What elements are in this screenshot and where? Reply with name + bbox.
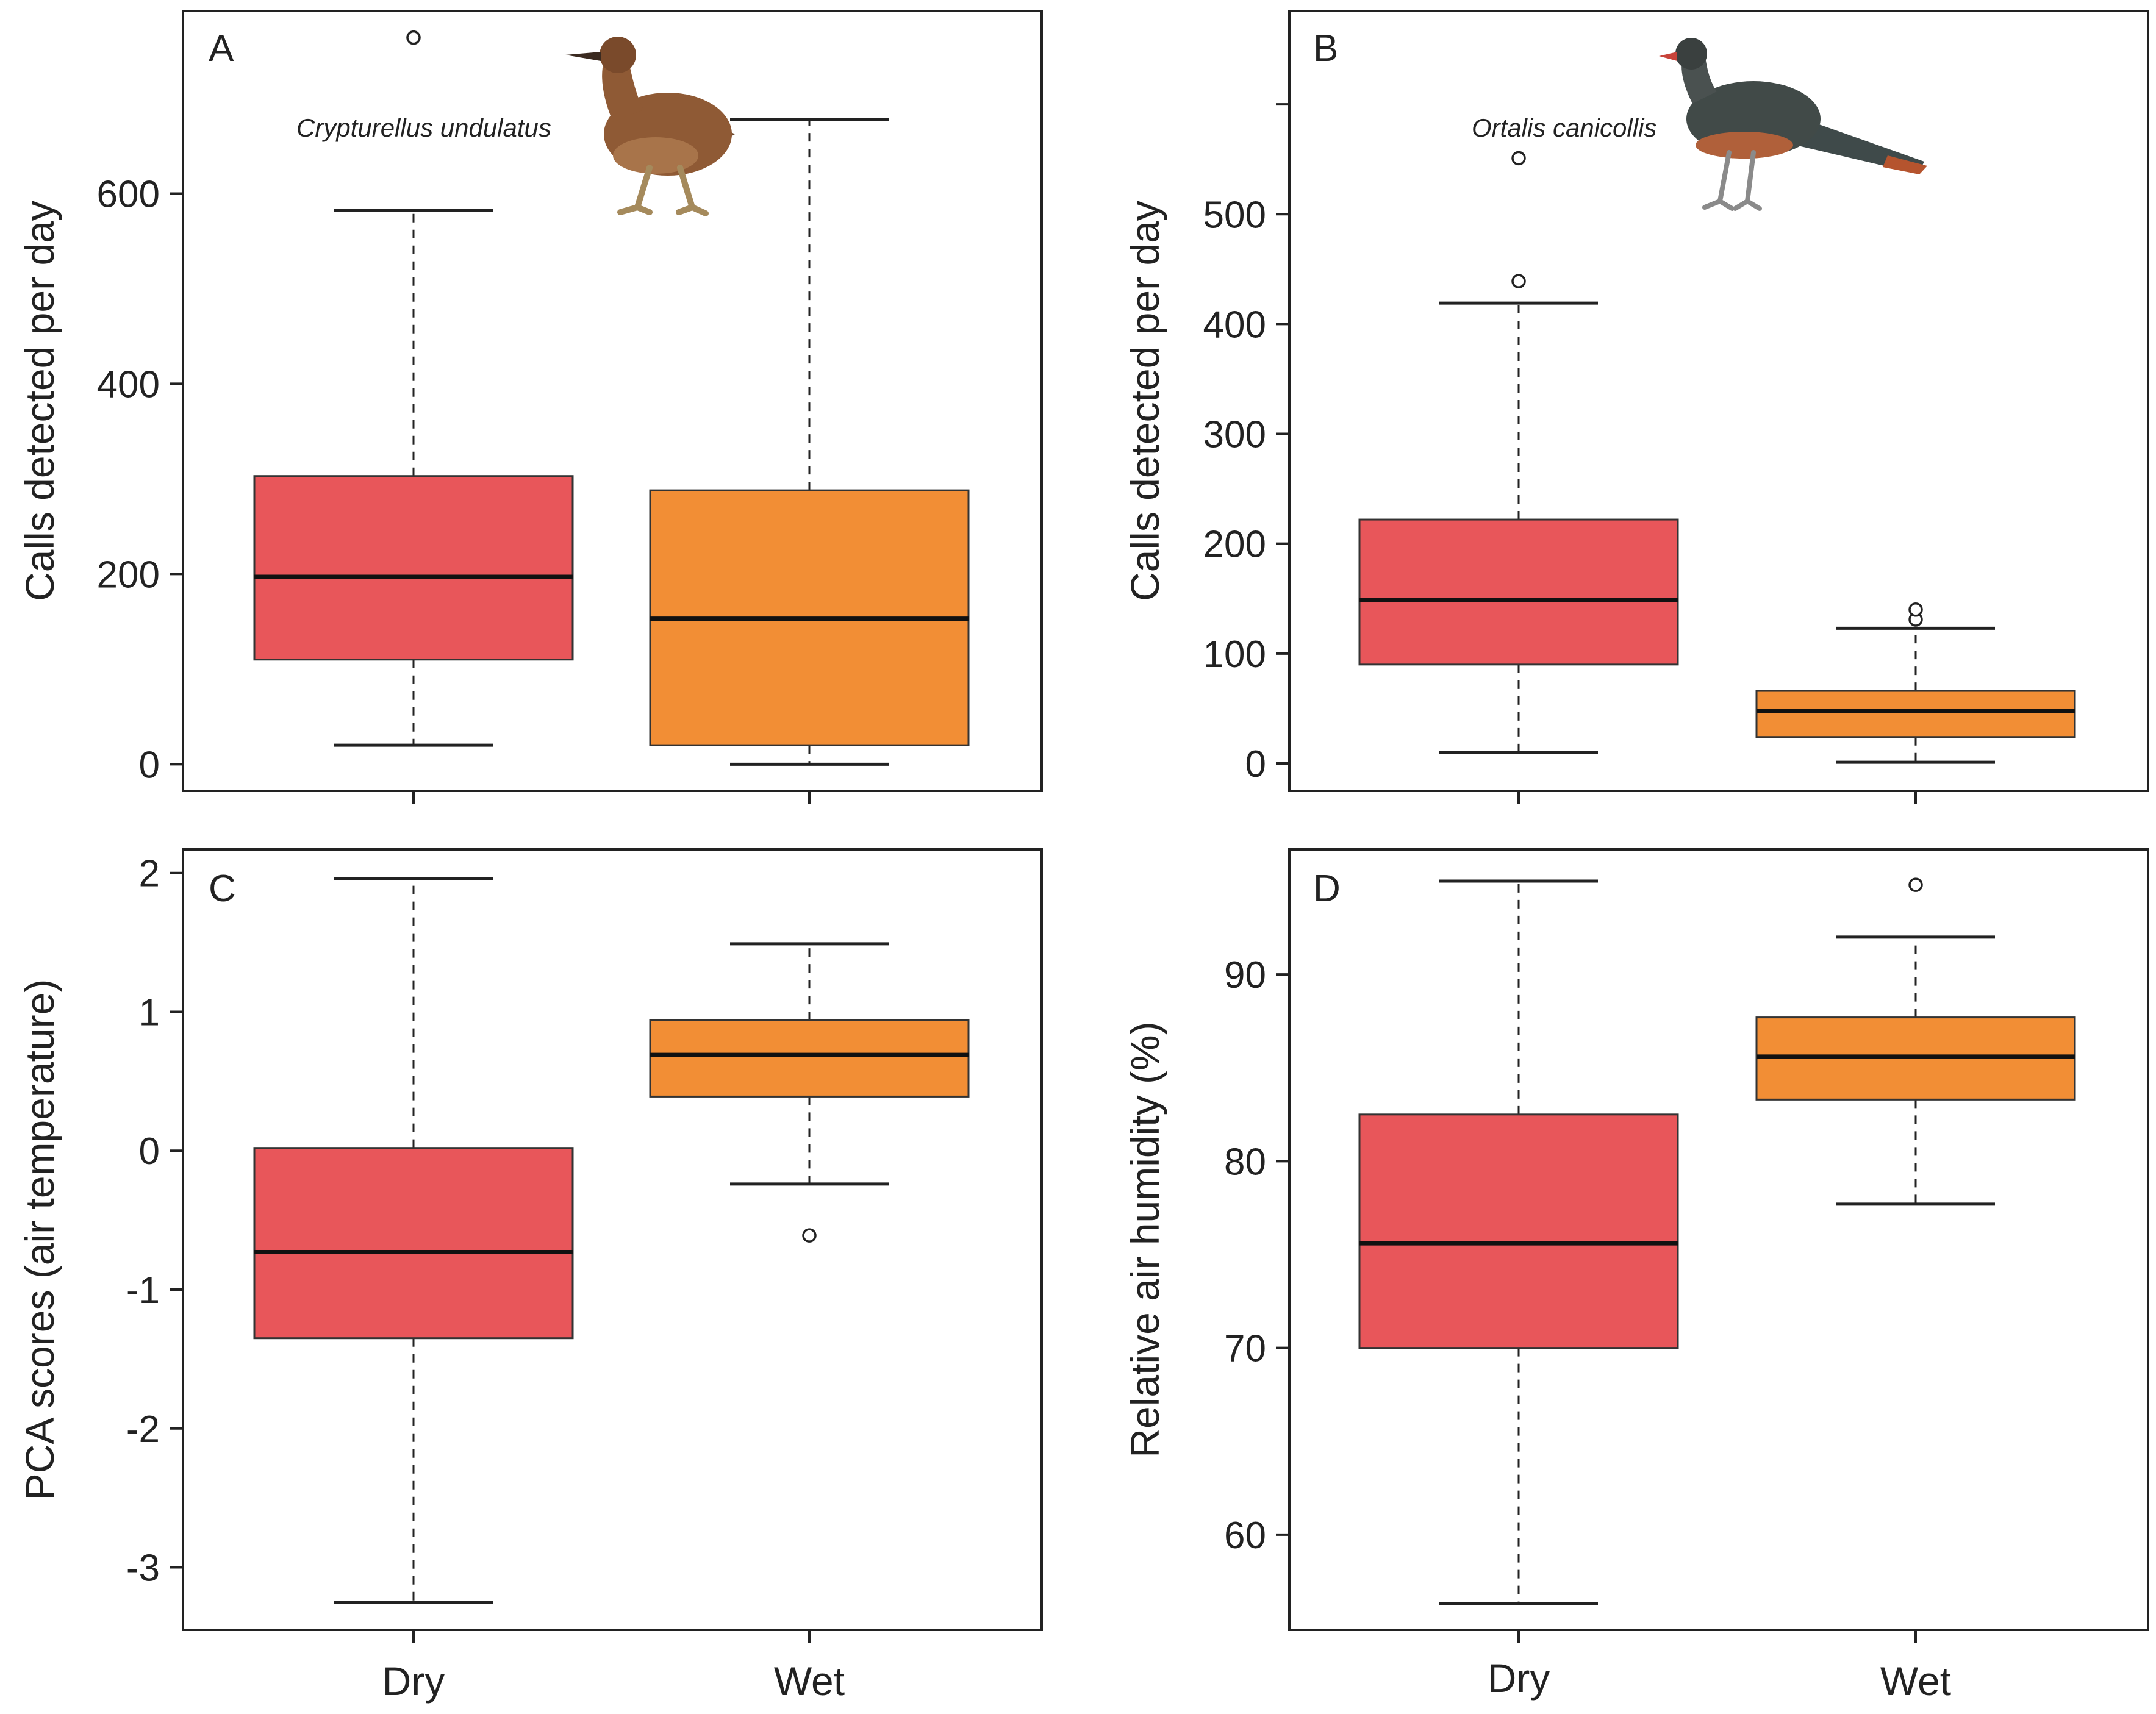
iqr-box: [253, 1147, 574, 1340]
outlier-point: [1511, 151, 1526, 166]
y-tick-label: 2: [139, 853, 160, 895]
outlier-point: [1511, 274, 1526, 288]
box-dry: [1358, 151, 1679, 754]
y-tick-label: -2: [126, 1409, 160, 1451]
plot-frame: [1288, 848, 2149, 1631]
bird-belly: [1696, 132, 1793, 159]
panel-a: A Crypturellus undulatus 0 200 400 600 Calls…: [17, 10, 1043, 804]
bird-head: [600, 37, 636, 73]
y-tick-label: 200: [97, 554, 160, 596]
y-tick-label: 100: [1203, 634, 1266, 676]
bird-neck: [602, 58, 643, 122]
outlier-point: [1908, 602, 1923, 617]
y-tick-label: 90: [1224, 954, 1266, 996]
group-label-dry-left: Dry: [382, 1659, 445, 1704]
species-name: Ortalis canicollis: [1472, 113, 1656, 142]
iqr-box: [1358, 1113, 1679, 1349]
y-tick-label: 500: [1203, 194, 1266, 236]
group-label-dry-right: Dry: [1488, 1655, 1550, 1701]
bird-beak: [1659, 52, 1677, 61]
panel-c: C -3 -2 -1 0 1 2 PCA scores (air temperature): [17, 848, 1043, 1643]
bird-belly: [613, 137, 698, 174]
y-tick-label: 300: [1203, 414, 1266, 456]
y-tick-label: 0: [139, 1130, 160, 1173]
y-tick-label: 60: [1224, 1515, 1266, 1557]
y-axis-label: PCA scores (air temperature): [17, 979, 62, 1501]
outlier-point: [1908, 877, 1923, 892]
bird-beak: [565, 52, 601, 61]
panel-label: A: [209, 27, 234, 70]
plot-frame: [1288, 10, 2149, 792]
panel-label: B: [1313, 27, 1338, 70]
plot-frame: [182, 10, 1043, 792]
iqr-box: [253, 475, 574, 661]
y-axis-label: Calls detected per day: [17, 201, 62, 601]
y-tick-label: 200: [1203, 524, 1266, 566]
species-name: Crypturellus undulatus: [296, 113, 551, 142]
box-dry: [253, 877, 574, 1604]
box-wet: [649, 942, 970, 1243]
box-wet: [1755, 877, 2076, 1206]
group-label-wet-left: Wet: [774, 1659, 845, 1704]
box-dry: [1358, 879, 1679, 1605]
box-wet: [649, 118, 970, 766]
y-tick-label: 1: [139, 991, 160, 1034]
bird-illustration: [1659, 38, 1927, 211]
y-tick-label: 0: [1245, 743, 1266, 785]
bird-head: [1675, 38, 1707, 70]
bird-legs: [617, 165, 709, 216]
y-tick-label: -1: [126, 1269, 160, 1312]
bird-tail-tip: [1883, 155, 1927, 174]
box-wet: [1755, 602, 2076, 764]
panel-d: D 60 70 80 90 Relative air humidity (%): [1122, 848, 2149, 1643]
panel-label: D: [1313, 868, 1341, 910]
iqr-box: [1755, 690, 2076, 738]
bird-legs: [1702, 150, 1762, 211]
bird-illustration: [565, 37, 735, 216]
y-tick-label: 80: [1224, 1141, 1266, 1183]
outlier-point: [802, 1228, 817, 1243]
y-tick-label: 70: [1224, 1328, 1266, 1370]
y-tick-label: -3: [126, 1548, 160, 1590]
y-tick-label: 600: [97, 173, 160, 215]
outlier-point: [406, 30, 421, 45]
iqr-box: [649, 1019, 970, 1098]
y-tick-label: 400: [1203, 304, 1266, 346]
y-tick-label: 400: [97, 363, 160, 405]
box-dry: [253, 30, 574, 747]
y-tick-label: 0: [139, 744, 160, 786]
plot-frame: [182, 848, 1043, 1631]
iqr-box: [1358, 518, 1679, 666]
group-label-wet-right: Wet: [1880, 1659, 1951, 1704]
y-axis-label: Calls detected per day: [1122, 201, 1167, 601]
panel-b: B Ortalis canicollis 0 100 200 300 400 500 Cal…: [1122, 10, 2149, 804]
y-axis-label: Relative air humidity (%): [1122, 1021, 1167, 1457]
panel-label: C: [209, 868, 236, 910]
